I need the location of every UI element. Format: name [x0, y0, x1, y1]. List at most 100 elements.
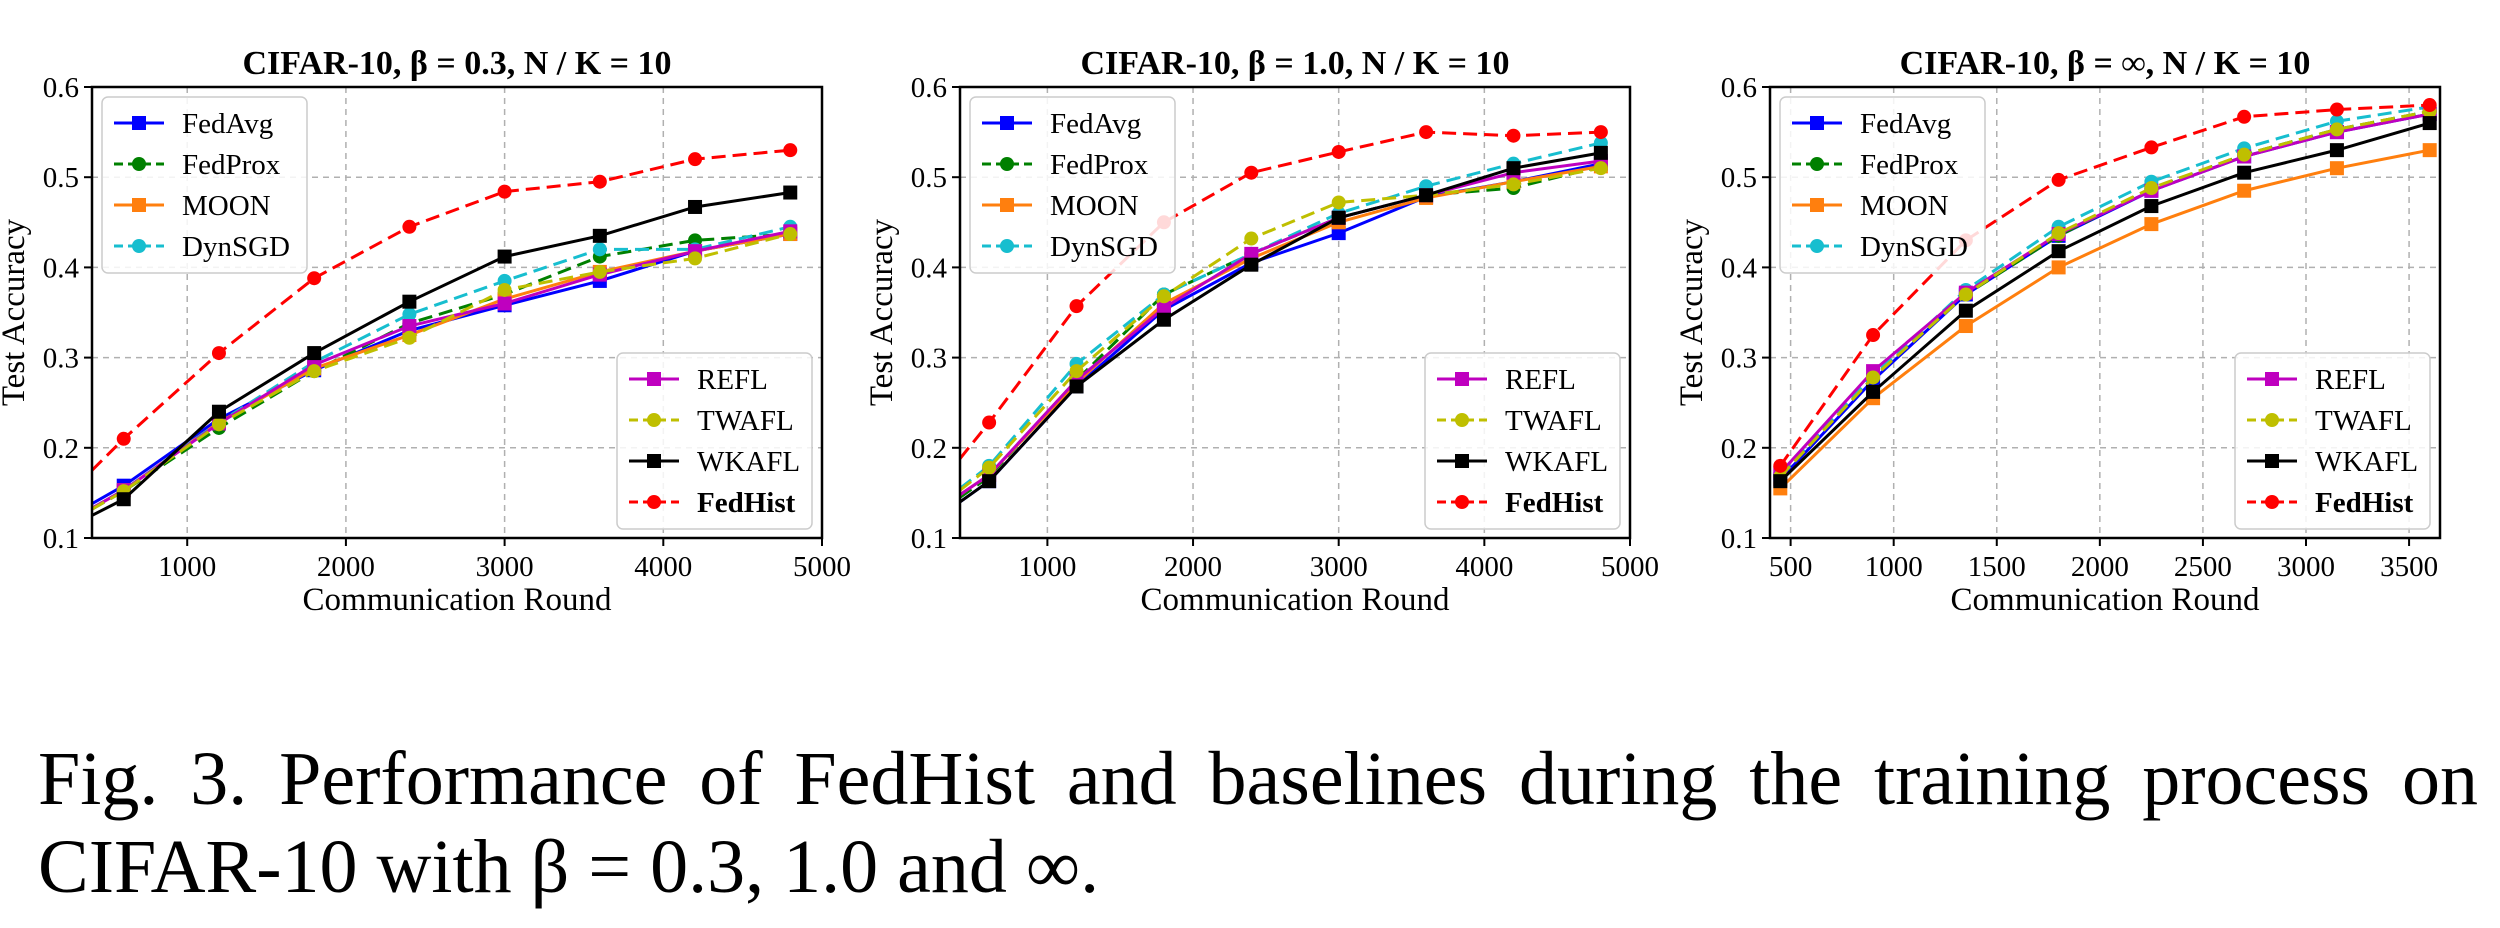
data-point-wkafl	[307, 346, 322, 361]
legend-marker-twafl	[1455, 413, 1469, 427]
x-tick-label: 500	[1769, 551, 1813, 583]
data-point-fedhist	[2051, 172, 2066, 187]
legend-label-moon: MOON	[1050, 190, 1139, 222]
data-point-fedhist	[982, 415, 997, 430]
data-point-twafl	[1593, 161, 1608, 176]
data-point-twafl	[1331, 195, 1346, 210]
data-point-fedhist	[116, 431, 131, 446]
x-tick-label: 2500	[2174, 551, 2232, 583]
data-point-wkafl	[1866, 384, 1881, 399]
x-tick-label: 3000	[1310, 551, 1368, 583]
legend-label-refl: REFL	[697, 364, 768, 396]
legend-marker-moon	[1000, 198, 1014, 212]
data-point-fedhist	[1866, 328, 1881, 343]
y-tick-label: 0.3	[911, 343, 947, 375]
data-point-fedhist	[2237, 109, 2252, 124]
x-tick-label: 5000	[1601, 551, 1659, 583]
legend-label-wkafl: WKAFL	[697, 446, 800, 478]
x-tick-label: 4000	[634, 551, 692, 583]
data-point-fedhist	[1331, 144, 1346, 159]
y-tick-label: 0.6	[43, 72, 79, 104]
data-point-fedhist	[402, 219, 417, 234]
data-point-fedhist	[1506, 128, 1521, 143]
data-point-fedhist	[1069, 299, 1084, 314]
legend-label-fedhist: FedHist	[697, 487, 796, 519]
legend-frame	[969, 96, 1176, 274]
y-axis-label: Test Accuracy	[0, 218, 32, 406]
y-tick-label: 0.2	[911, 433, 947, 465]
data-point-twafl	[211, 417, 226, 432]
legend-frame	[1424, 352, 1621, 530]
series-line-fedhist	[960, 130, 1601, 460]
data-point-wkafl	[783, 185, 798, 200]
data-point-twafl	[1506, 177, 1521, 192]
legend-marker-wkafl	[2265, 454, 2279, 468]
data-point-fedhist	[592, 174, 607, 189]
legend-marker-dynsgd	[132, 239, 146, 253]
legend-marker-wkafl	[1455, 454, 1469, 468]
x-tick-label: 3000	[2277, 551, 2335, 583]
data-point-wkafl	[402, 294, 417, 309]
legend-marker-fedavg	[1810, 116, 1824, 130]
y-tick-label: 0.5	[911, 162, 947, 194]
legend-label-fedhist: FedHist	[2315, 487, 2414, 519]
chart-title: CIFAR-10, β = 0.3, N / K = 10	[242, 45, 671, 82]
legend-marker-refl	[1455, 372, 1469, 386]
legend-label-fedavg: FedAvg	[1050, 108, 1141, 140]
legend-frame	[616, 352, 813, 530]
legend-label-fedavg: FedAvg	[182, 108, 273, 140]
data-point-fedhist	[783, 143, 798, 158]
data-point-fedhist	[2329, 102, 2344, 117]
x-tick-label: 3500	[2380, 551, 2438, 583]
data-point-moon	[2237, 183, 2252, 198]
data-point-refl	[497, 296, 512, 311]
series-line-wkafl	[1779, 121, 2431, 483]
data-point-twafl	[783, 227, 798, 242]
data-point-wkafl	[116, 492, 131, 507]
x-tick-label: 1000	[158, 551, 216, 583]
chart-panel-1: 1000 2000 3000 4000 5000 0.1 0.2 0.3 0.4 0.5 0.6 Co…	[0, 45, 851, 618]
legend-label-fedprox: FedProx	[182, 149, 281, 181]
chart-panel-2: 1000 2000 3000 4000 5000 0.1 0.2 0.3 0.4 0.5 0.6 Co…	[864, 45, 1659, 618]
figure-caption: Fig. 3. Performance of FedHist and basel…	[38, 737, 2478, 909]
plot-area	[1773, 98, 2437, 496]
legend-lower-right: REFL TWAFL WKAFL FedHist	[1424, 352, 1621, 530]
legend-label-twafl: TWAFL	[1505, 405, 1602, 437]
data-point-twafl	[497, 282, 512, 297]
legend-label-twafl: TWAFL	[2315, 405, 2412, 437]
legend-label-wkafl: WKAFL	[2315, 446, 2418, 478]
legend-frame	[101, 96, 308, 274]
data-point-fedhist	[2144, 140, 2159, 155]
data-point-twafl	[2237, 147, 2252, 162]
x-tick-label: 3000	[476, 551, 534, 583]
x-tick-label: 5000	[793, 551, 851, 583]
legend-marker-fedprox	[1810, 157, 1824, 171]
y-tick-label: 0.1	[43, 523, 79, 555]
chart-title: CIFAR-10, β = ∞, N / K = 10	[1900, 45, 2311, 82]
x-tick-label: 2000	[317, 551, 375, 583]
data-point-fedhist	[307, 271, 322, 286]
y-axis-label: Test Accuracy	[1674, 218, 1710, 406]
legend-marker-fedhist	[647, 495, 661, 509]
y-tick-label: 0.2	[43, 433, 79, 465]
data-point-twafl	[982, 460, 997, 475]
legend-upper-left: FedAvg FedProx MOON DynSGD	[969, 96, 1176, 274]
y-tick-label: 0.5	[1721, 162, 1757, 194]
data-point-fedhist	[2422, 98, 2437, 113]
legend-marker-wkafl	[647, 454, 661, 468]
data-point-fedhist	[1419, 125, 1434, 140]
data-point-fedhist	[688, 152, 703, 167]
legend-lower-right: REFL TWAFL WKAFL FedHist	[616, 352, 813, 530]
data-point-twafl	[1244, 231, 1259, 246]
data-point-wkafl	[688, 199, 703, 214]
data-point-wkafl	[1244, 257, 1259, 272]
legend-label-refl: REFL	[2315, 364, 2386, 396]
legend-marker-twafl	[647, 413, 661, 427]
data-point-wkafl	[1593, 145, 1608, 160]
data-point-twafl	[402, 330, 417, 345]
legend-marker-fedprox	[1000, 157, 1014, 171]
data-point-twafl	[1069, 364, 1084, 379]
legend-frame	[1779, 96, 1986, 274]
legend-label-wkafl: WKAFL	[1505, 446, 1608, 478]
x-tick-label: 4000	[1455, 551, 1513, 583]
